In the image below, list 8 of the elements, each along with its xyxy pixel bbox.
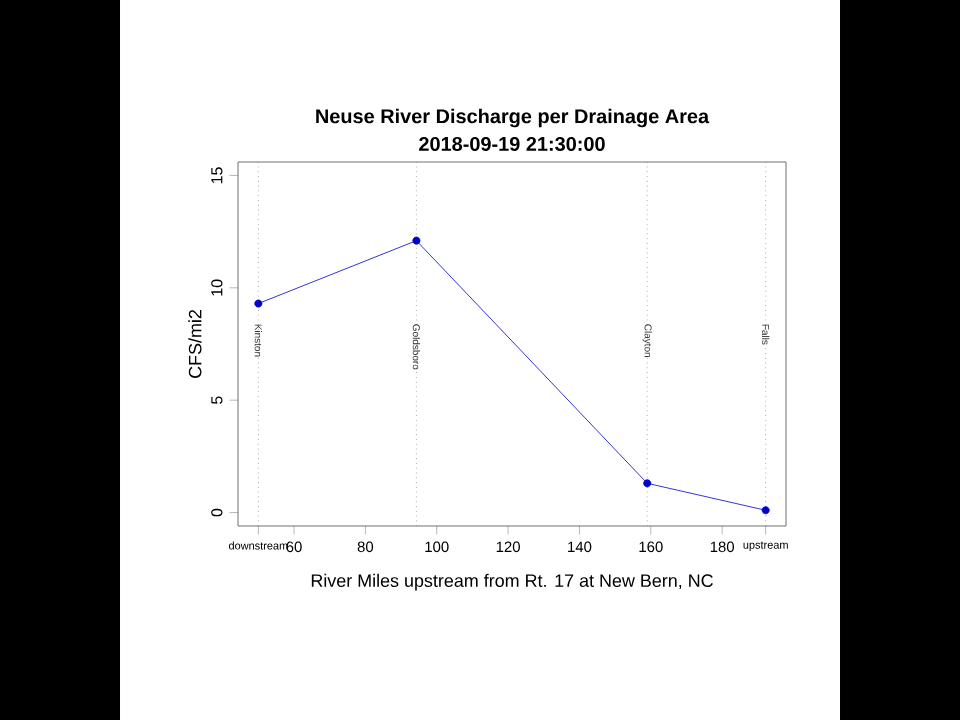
y-axis-title: CFS/mi2: [188, 310, 202, 378]
point: [643, 479, 652, 488]
chart-subtitle: 2018-09-19 21:30:00: [419, 136, 605, 152]
x-axis-title: River Miles upstream from Rt. 17 at New Bern, NC: [311, 573, 713, 591]
point: [254, 299, 263, 308]
point: [761, 506, 770, 515]
chart-title: Neuse River Discharge per Drainage Area: [316, 108, 710, 128]
point: [412, 236, 421, 245]
